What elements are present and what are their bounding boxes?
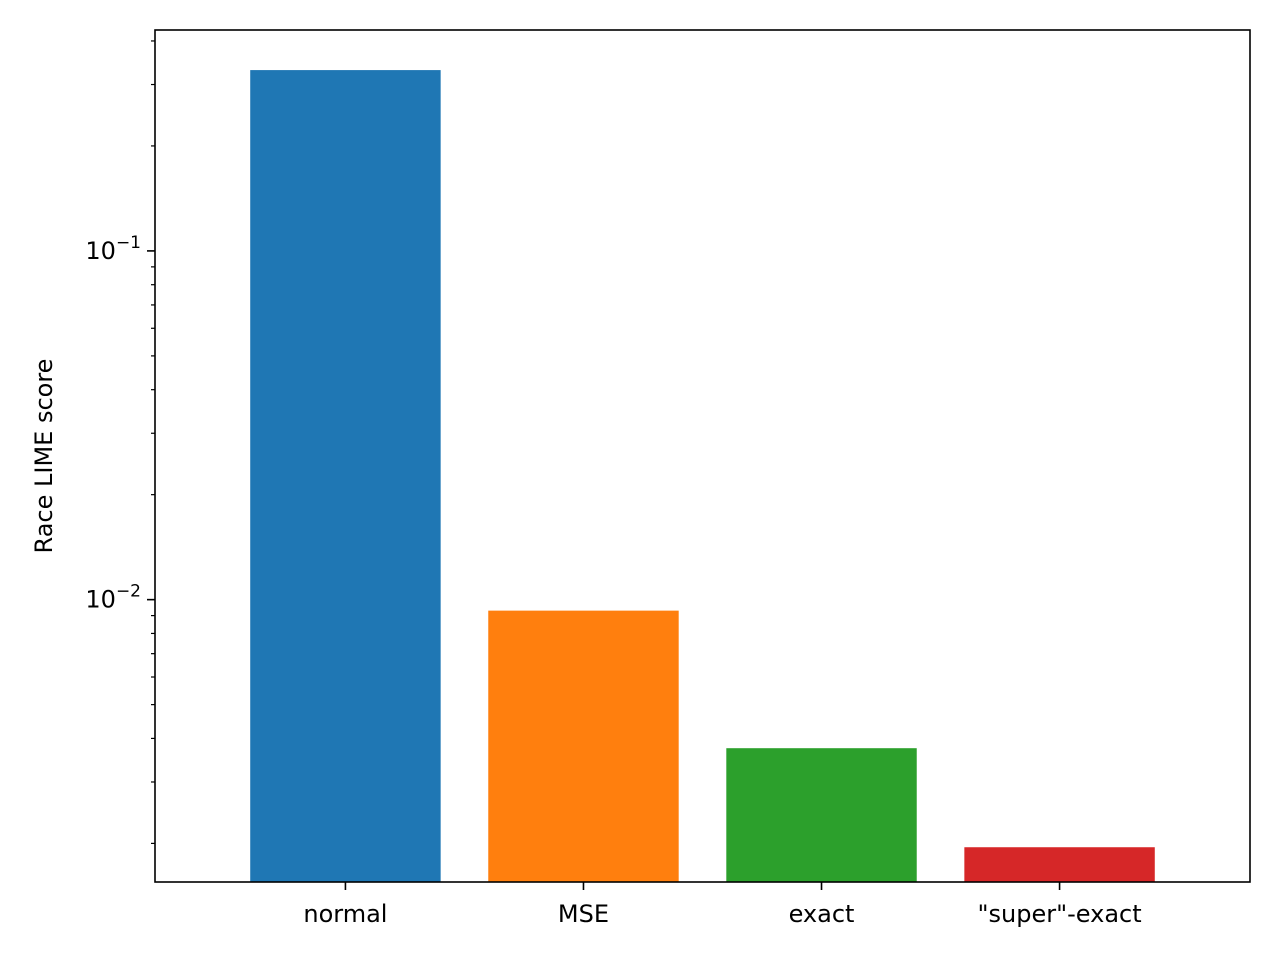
bar-3 — [964, 847, 1155, 882]
bar-1 — [488, 610, 679, 882]
x-tick-label-1: MSE — [558, 900, 609, 928]
bar-0 — [250, 70, 441, 882]
y-tick-label-0: 10−2 — [85, 582, 141, 614]
x-tick-label-0: normal — [303, 900, 387, 928]
plot-frame — [154, 29, 1251, 883]
bars — [250, 70, 1155, 882]
y-tick-label-1: 10−1 — [85, 233, 141, 265]
x-tick-label-2: exact — [789, 900, 855, 928]
bar-2 — [726, 748, 917, 882]
x-axis: normal MSE exact "super"-exact — [303, 882, 1142, 928]
y-axis-label: Race LIME score — [30, 359, 58, 554]
x-tick-label-3: "super"-exact — [977, 900, 1141, 928]
